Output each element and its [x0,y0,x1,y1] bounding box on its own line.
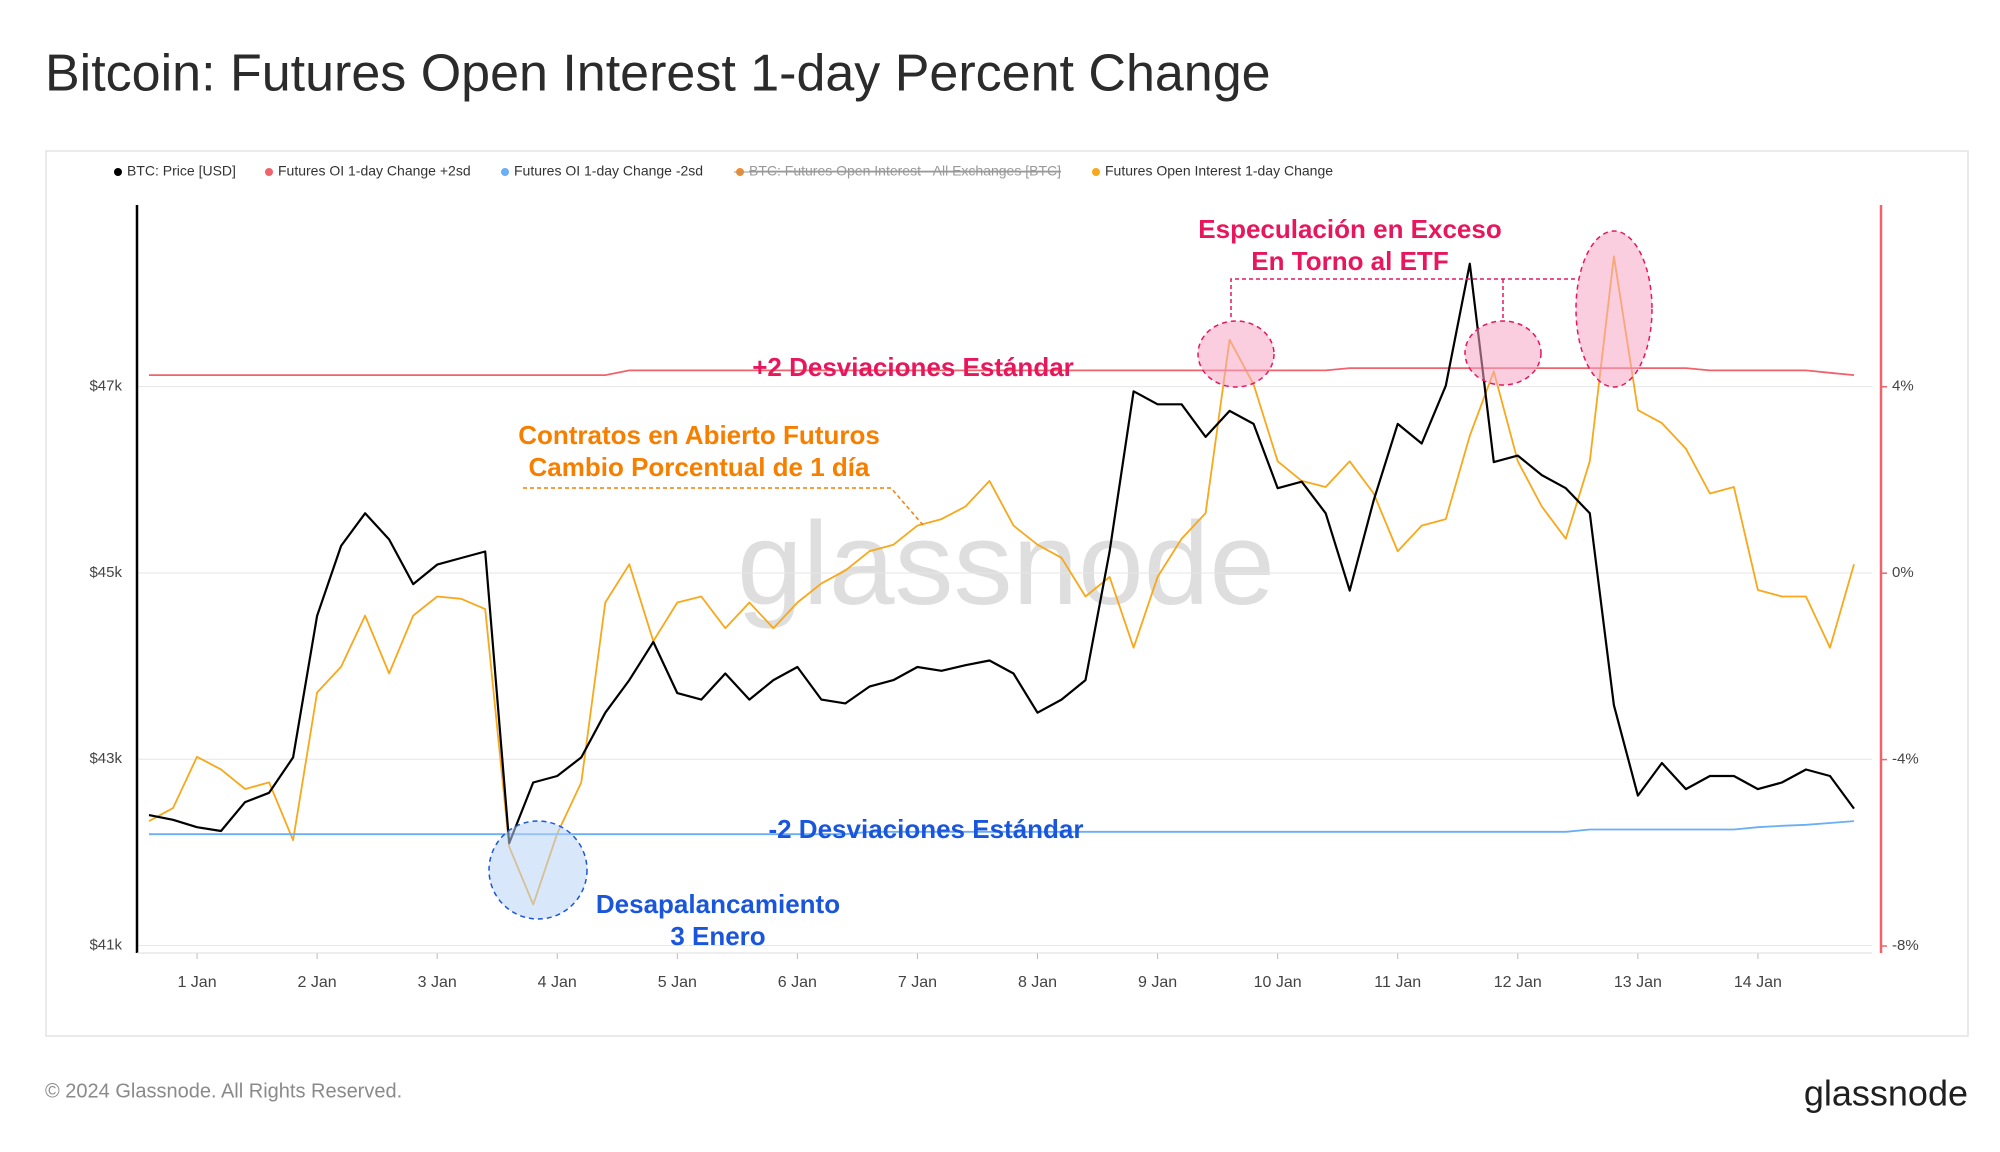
footer: © 2024 Glassnode. All Rights Reserved. [45,1080,402,1102]
y2-tick-label: -4% [1892,751,1919,768]
x-tick-label: 14 Jan [1734,974,1782,991]
annotation-shapes [488,230,1653,920]
legend-marker [501,168,509,176]
legend-label: Futures Open Interest 1-day Change [1105,163,1333,179]
y-tick-label: $47k [89,378,122,395]
y-tick-label: $43k [89,750,122,767]
series-line [148,262,1855,845]
connector [1230,278,1577,317]
legend-label: Futures OI 1-day Change -2sd [514,163,703,179]
highlight-circle [488,820,588,920]
x-tick-label: 1 Jan [177,974,216,991]
legend-label: Futures OI 1-day Change +2sd [278,163,471,179]
connector [523,487,924,526]
series-line [149,367,1855,376]
legend-marker [265,168,273,176]
annotation: Especulación en Exceso [1198,214,1501,244]
series-line [149,820,1855,836]
highlight-circle [1575,230,1653,388]
y2-tick-label: -8% [1892,937,1919,954]
x-tick-label: 11 Jan [1374,974,1421,991]
y2-tick-label: 0% [1892,564,1914,581]
x-tick-label: 9 Jan [1138,974,1177,991]
x-tick-label: 12 Jan [1494,974,1542,991]
annotation: +2 Desviaciones Estándar [752,352,1074,382]
x-tick-label: 6 Jan [778,974,817,991]
x-tick-label: 5 Jan [658,974,697,991]
plot-area: $41k $43k $45k $47k -8% -4% 0% 4% 1 Jan 2 Jan 3 Ja… [89,163,1918,992]
logo: glassnode [1804,1073,1968,1114]
y-tick-label: $41k [89,937,122,954]
annotation: -2 Desviaciones Estándar [768,814,1083,844]
x-tick-label: 8 Jan [1018,974,1057,991]
y2-tick-label: 4% [1892,378,1914,395]
highlight-circle [1197,320,1275,388]
series-line [148,255,1855,906]
chart-title: Bitcoin: Futures Open Interest 1-day Per… [45,45,1271,103]
watermark: glassnode [737,498,1275,630]
x-tick-label: 2 Jan [298,974,337,991]
legend-marker [114,168,122,176]
y-tick-label: $45k [89,564,122,581]
legend-label: BTC: Price [USD] [127,163,236,179]
x-tick-label: 7 Jan [898,974,937,991]
x-tick-label: 10 Jan [1254,974,1302,991]
highlight-circle [1464,320,1542,386]
x-tick-label: 3 Jan [418,974,457,991]
annotation: Cambio Porcentual de 1 día [529,452,871,482]
annotation: En Torno al ETF [1251,246,1448,276]
x-tick-label: 13 Jan [1614,974,1662,991]
annotation: 3 Enero [670,921,765,951]
x-tick-label: 4 Jan [538,974,577,991]
annotation: Desapalancamiento [596,889,840,919]
legend-marker [1092,168,1100,176]
legend-label: BTC: Futures Open Interest - All Exchang… [749,163,1061,179]
annotation: Contratos en Abierto Futuros [518,420,880,450]
